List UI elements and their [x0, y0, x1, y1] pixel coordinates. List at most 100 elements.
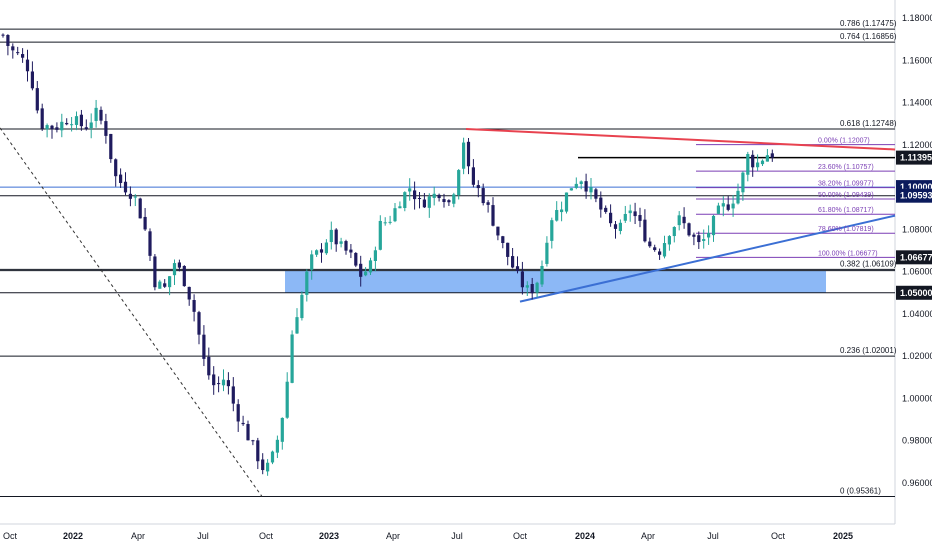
candle-body-101 — [496, 226, 500, 236]
price-tag-label-2: 1.09593 — [900, 191, 932, 201]
candle-body-54 — [266, 462, 270, 472]
candle-body-66 — [324, 242, 328, 254]
candle-body-39 — [192, 300, 196, 312]
candle-body-104 — [511, 256, 515, 268]
candle-body-125 — [613, 224, 618, 229]
candle-body-98 — [481, 188, 485, 204]
x-tick-label-2: Apr — [131, 531, 145, 541]
candle-body-42 — [207, 356, 211, 376]
candle-body-37 — [182, 266, 186, 287]
candle-body-119 — [584, 181, 588, 192]
candle-body-22 — [109, 133, 113, 160]
candle-body-88 — [432, 193, 436, 198]
fib-label-3: 0.382 (1.06109) — [840, 259, 897, 268]
candle-body-112 — [550, 220, 554, 241]
y-tick-label-10: 0.98000 — [902, 436, 932, 446]
candle-body-16 — [79, 114, 83, 127]
price-tag-0 — [896, 150, 932, 165]
y-tick-label-7: 1.04000 — [902, 309, 932, 319]
candle-body-25 — [123, 181, 128, 193]
support-zone — [285, 270, 826, 293]
candle-body-63 — [310, 254, 314, 270]
candle-body-140 — [687, 223, 691, 236]
candle-body-121 — [594, 189, 598, 199]
candle-body-128 — [628, 210, 632, 214]
candle-body-46 — [226, 380, 230, 387]
candle-body-35 — [172, 263, 177, 276]
candle-body-49 — [241, 422, 245, 425]
y-tick-label-3: 1.12000 — [902, 140, 932, 150]
candle-body-156 — [765, 155, 769, 162]
candle-body-148 — [726, 204, 730, 210]
candle-body-120 — [589, 187, 593, 193]
candle-body-139 — [682, 216, 686, 224]
candle-body-30 — [148, 231, 152, 256]
candle-body-23 — [114, 159, 118, 177]
price-tag-label-4: 1.05000 — [900, 288, 932, 298]
y-tick-label-2: 1.14000 — [902, 98, 932, 108]
x-tick-label-1: 2022 — [63, 531, 83, 541]
x-tick-label-11: Jul — [707, 531, 719, 541]
candle-body-53 — [261, 459, 265, 471]
candle-body-118 — [579, 181, 583, 185]
candle-body-6 — [30, 71, 34, 89]
candle-body-31 — [153, 256, 157, 288]
candle-body-108 — [530, 284, 534, 294]
candle-body-113 — [555, 210, 559, 221]
candle-body-18 — [89, 122, 93, 129]
candle-body-89 — [437, 194, 441, 199]
candle-body-70 — [344, 241, 348, 251]
candle-body-78 — [383, 222, 387, 224]
candle-body-59 — [290, 334, 294, 383]
candle-body-106 — [520, 271, 524, 288]
candle-body-109 — [535, 282, 539, 293]
candle-body-80 — [393, 208, 397, 222]
minor-fib-label-3: 50.00% (1.09439) — [818, 192, 874, 199]
candle-body-149 — [731, 203, 735, 209]
candle-body-69 — [339, 241, 343, 244]
candle-body-85 — [417, 198, 422, 200]
candle-body-68 — [334, 229, 338, 245]
candle-body-19 — [94, 107, 98, 121]
y-tick-label-5: 1.08000 — [902, 224, 932, 234]
candle-body-117 — [574, 183, 578, 188]
x-tick-label-9: 2024 — [575, 531, 595, 541]
candle-body-82 — [403, 192, 407, 208]
candle-body-50 — [246, 424, 250, 441]
candle-body-61 — [300, 294, 304, 319]
candle-body-153 — [751, 154, 755, 168]
candle-body-33 — [163, 283, 167, 287]
candle-body-145 — [711, 215, 716, 236]
candle-body-134 — [658, 251, 662, 255]
candle-body-97 — [476, 185, 480, 189]
candle-body-130 — [638, 215, 642, 221]
candle-body-137 — [672, 227, 676, 237]
candle-body-107 — [525, 285, 529, 288]
candle-body-21 — [104, 121, 108, 136]
candle-body-131 — [643, 219, 647, 242]
minor-fib-label-6: 100.00% (1.06677) — [818, 250, 878, 257]
x-tick-label-12: Oct — [771, 531, 786, 541]
y-tick-label-8: 1.02000 — [902, 351, 932, 361]
candle-body-143 — [702, 239, 706, 241]
candle-body-38 — [187, 286, 191, 300]
candle-body-73 — [359, 263, 363, 277]
candle-body-29 — [143, 216, 147, 230]
minor-fib-label-2: 38.20% (1.09977) — [818, 181, 874, 188]
candle-body-47 — [231, 386, 235, 404]
candle-body-14 — [70, 124, 74, 126]
y-tick-label-6: 1.06000 — [902, 267, 932, 277]
candle-body-135 — [662, 243, 667, 257]
candle-body-79 — [388, 221, 392, 223]
fib-label-0: 0.786 (1.17475) — [840, 19, 897, 28]
fib-label-2: 0.618 (1.12748) — [840, 119, 897, 128]
y-tick-label-0: 1.18000 — [902, 13, 932, 23]
candle-body-60 — [295, 317, 299, 334]
fib-label-5: 0 (0.95361) — [840, 487, 881, 496]
x-tick-label-10: Apr — [641, 531, 655, 541]
candle-body-28 — [138, 198, 142, 219]
candle-body-72 — [354, 252, 358, 266]
candle-body-129 — [633, 211, 637, 217]
candle-body-62 — [305, 271, 309, 295]
